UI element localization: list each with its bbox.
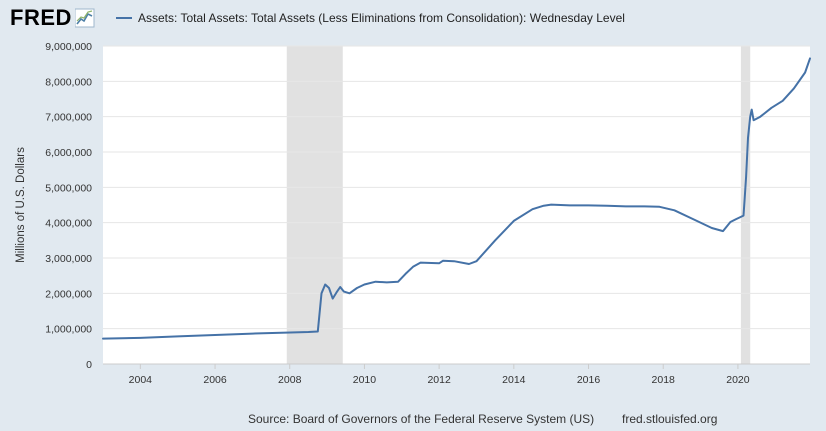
legend-label: Assets: Total Assets: Total Assets (Less… bbox=[138, 11, 625, 25]
x-tick-label-8: 2020 bbox=[726, 374, 750, 386]
x-tick-label-4: 2012 bbox=[427, 374, 451, 386]
x-tick-label-2: 2008 bbox=[278, 374, 302, 386]
plot-area bbox=[103, 46, 810, 364]
series-line-0 bbox=[102, 57, 811, 340]
legend-swatch bbox=[116, 17, 132, 19]
x-tick-label-6: 2016 bbox=[577, 374, 601, 386]
x-tick-label-0: 2004 bbox=[129, 374, 153, 386]
source-note: Source: Board of Governors of the Federa… bbox=[248, 412, 595, 426]
y-tick-label-3: 3,000,000 bbox=[45, 253, 92, 265]
chart-legend: Assets: Total Assets: Total Assets (Less… bbox=[116, 11, 625, 25]
y-tick-label-2: 2,000,000 bbox=[45, 288, 92, 300]
y-axis-title: Millions of U.S. Dollars bbox=[15, 147, 27, 263]
fred-logo-text: FRED bbox=[10, 5, 72, 30]
x-tick-label-3: 2010 bbox=[353, 374, 377, 386]
fred-logo[interactable]: FRED bbox=[10, 7, 95, 29]
fred-line-chart-icon bbox=[74, 8, 95, 28]
y-tick-label-0: 0 bbox=[86, 359, 92, 371]
x-tick-label-5: 2014 bbox=[502, 374, 526, 386]
recession-band-1 bbox=[740, 46, 751, 364]
y-tick-label-9: 9,000,000 bbox=[45, 41, 92, 53]
y-tick-label-8: 8,000,000 bbox=[45, 76, 92, 88]
y-tick-label-1: 1,000,000 bbox=[45, 324, 92, 336]
chart-header: FRED Assets: Total Assets: Total Assets … bbox=[0, 0, 826, 38]
y-tick-label-5: 5,000,000 bbox=[45, 182, 92, 194]
recession-band-0 bbox=[286, 46, 343, 364]
x-tick-label-7: 2018 bbox=[652, 374, 676, 386]
site-link[interactable]: fred.stlouisfed.org bbox=[622, 412, 718, 426]
x-tick-label-1: 2006 bbox=[203, 374, 227, 386]
y-tick-label-7: 7,000,000 bbox=[45, 112, 92, 124]
y-tick-label-6: 6,000,000 bbox=[45, 147, 92, 159]
y-tick-label-4: 4,000,000 bbox=[45, 218, 92, 230]
